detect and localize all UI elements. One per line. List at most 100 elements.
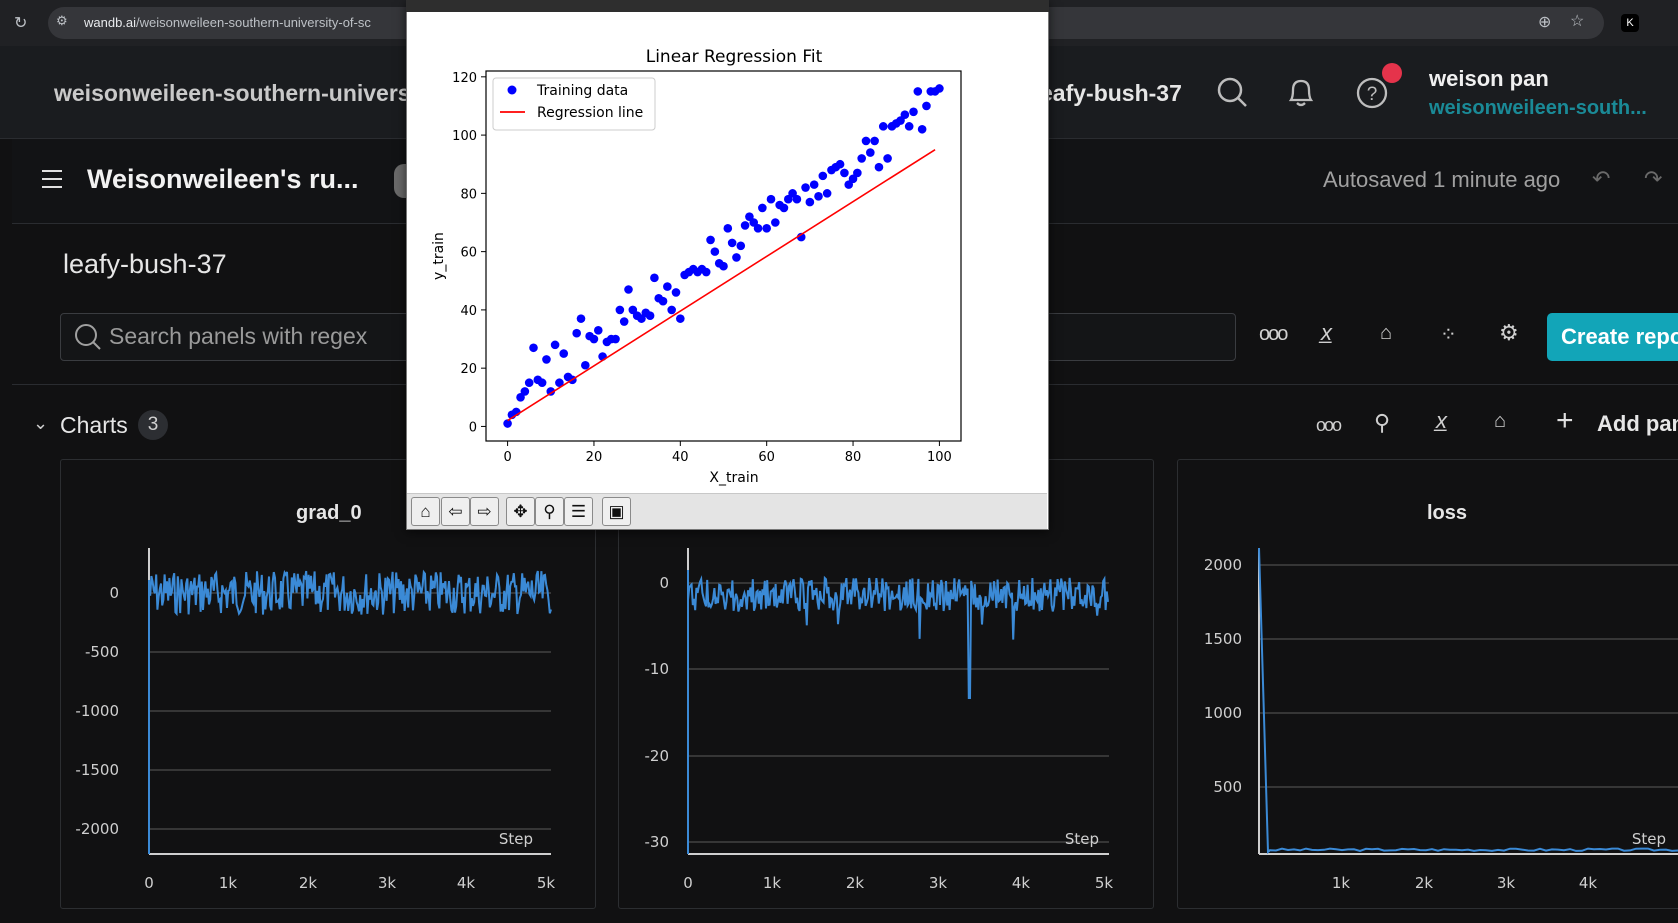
help-icon[interactable]: ? (1355, 76, 1389, 110)
bell-icon[interactable] (1286, 76, 1316, 108)
site-settings-icon[interactable]: ⚙ (56, 13, 68, 28)
x-axis-label: Step (1065, 830, 1099, 848)
user-name[interactable]: weison pan (1429, 66, 1549, 91)
outliers-icon[interactable]: ⁘ (1440, 324, 1457, 346)
y-tick-label: 100 (452, 129, 477, 144)
data-point (732, 253, 741, 262)
notification-badge (1382, 63, 1402, 83)
settings-gear-icon[interactable]: ⚙ (1499, 320, 1519, 345)
data-point (537, 378, 547, 388)
configure-subplots-icon[interactable]: ☰ (564, 497, 593, 526)
x-axis-label: Step (499, 830, 533, 848)
data-point (883, 154, 892, 163)
data-point (758, 203, 767, 213)
series-line (687, 570, 1109, 854)
data-point (719, 261, 728, 271)
data-point (619, 317, 629, 326)
y-tick-label: 1500 (1204, 630, 1242, 648)
extension-icon[interactable]: K (1621, 14, 1639, 32)
smoothing-icon[interactable]: ⌂ (1494, 410, 1507, 432)
data-point (809, 180, 819, 189)
data-point (874, 162, 884, 172)
data-point (853, 168, 862, 178)
data-point (771, 218, 780, 227)
legend-box (492, 77, 656, 131)
workspace-title[interactable]: Weisonweileen's ru... (87, 164, 359, 194)
data-point (801, 183, 810, 192)
search-icon[interactable] (1216, 76, 1248, 108)
window-titlebar[interactable] (406, 0, 1049, 12)
y-tick-label: -2000 (75, 820, 119, 838)
data-point (611, 334, 620, 344)
redo-icon[interactable]: ↷ (1644, 166, 1663, 191)
x-axis-label: X_train (709, 470, 758, 486)
y-tick-label: 500 (1213, 778, 1242, 796)
menu-icon[interactable] (42, 170, 62, 188)
panel-plot[interactable]: Step 2000 1500 1000 500 1k 2k 3k 4k (1178, 460, 1678, 908)
x-tick-label: 1k (763, 874, 782, 892)
add-panel-button[interactable]: Add pan (1597, 411, 1678, 436)
data-point (766, 194, 776, 204)
x-tick-label: 4k (1012, 874, 1031, 892)
x-tick-label: 60 (758, 450, 775, 465)
data-point (779, 203, 789, 213)
entity-breadcrumb[interactable]: weisonweileen-southern-universit (54, 80, 425, 106)
user-entity[interactable]: weisonweileen-south... (1429, 97, 1647, 119)
y-tick-label: -20 (645, 747, 670, 765)
y-tick-label: -30 (645, 833, 670, 851)
run-name: leafy-bush-37 (63, 249, 227, 279)
data-point (555, 378, 564, 388)
data-point (935, 84, 944, 93)
zoom-icon[interactable]: ⚲ (535, 497, 564, 526)
chart-title: Linear Regression Fit (646, 47, 823, 67)
chart-panel-grad-0[interactable]: grad_0 Step 0 -500 -1000 -1500 -2000 0 1… (60, 459, 596, 909)
y-axis-label: y_train (431, 232, 447, 280)
x-axis-icon[interactable]: x̲ (1321, 320, 1332, 345)
panel-plot[interactable]: Step 0 -10 -20 -30 0 1k 2k 3k 4k 5k (619, 460, 1153, 908)
forward-arrow-icon[interactable]: ⇨ (470, 497, 499, 526)
autosave-status: Autosaved 1 minute ago (1323, 167, 1561, 192)
data-point (913, 87, 923, 96)
chart-panel-2[interactable]: Step 0 -10 -20 -30 0 1k 2k 3k 4k 5k (618, 459, 1154, 909)
x-tick-label: 3k (1497, 874, 1516, 892)
pin-icon[interactable]: ⚲ (1374, 410, 1391, 435)
zoom-icon[interactable]: ⊕ (1538, 14, 1552, 31)
bookmark-star-icon[interactable]: ☆ (1570, 13, 1585, 30)
undo-icon[interactable]: ↶ (1592, 166, 1611, 191)
data-point (740, 221, 750, 230)
panel-plot[interactable]: Step 0 -500 -1000 -1500 -2000 0 1k 2k 3k… (61, 460, 595, 908)
x-axis-icon[interactable]: x̲ (1436, 408, 1447, 433)
data-point (900, 110, 910, 120)
x-tick-label: 4k (1579, 874, 1598, 892)
section-title[interactable]: Charts (60, 412, 128, 438)
pan-icon[interactable]: ✥ (506, 497, 535, 526)
data-point (805, 197, 815, 207)
back-arrow-icon[interactable]: ⇦ (441, 497, 470, 526)
x-tick-label: 100 (927, 450, 952, 465)
data-point (524, 378, 534, 388)
y-tick-label: -1500 (75, 761, 119, 779)
save-icon[interactable]: ▣ (602, 497, 631, 526)
data-point (542, 355, 551, 364)
x-tick-label: 0 (503, 450, 511, 465)
y-tick-label: -10 (645, 660, 670, 678)
url-host: wandb.ai (84, 15, 137, 30)
data-point (546, 387, 556, 396)
data-point (727, 238, 737, 248)
y-tick-label: 20 (460, 362, 477, 377)
create-report-button[interactable]: Create repo (1547, 313, 1678, 361)
data-point (559, 349, 569, 358)
run-breadcrumb[interactable]: eafy-bush-37 (1040, 80, 1182, 106)
x-tick-label: 1k (1332, 874, 1351, 892)
x-tick-label: 3k (929, 874, 948, 892)
x-tick-label: 3k (378, 874, 397, 892)
more-options-icon[interactable]: ooo (1316, 415, 1342, 435)
smoothing-icon[interactable]: ⌂ (1380, 322, 1393, 344)
legend-label-training: Training data (536, 83, 628, 99)
plus-icon[interactable]: + (1556, 404, 1574, 437)
chart-panel-loss[interactable]: loss Step 2000 1500 1000 500 1k 2k 3k 4k (1177, 459, 1678, 909)
home-icon[interactable]: ⌂ (411, 497, 440, 526)
reload-icon[interactable]: ↻ (14, 15, 28, 32)
chevron-down-icon[interactable]: ⌄ (33, 413, 49, 433)
more-options-icon[interactable]: ooo (1259, 323, 1288, 345)
